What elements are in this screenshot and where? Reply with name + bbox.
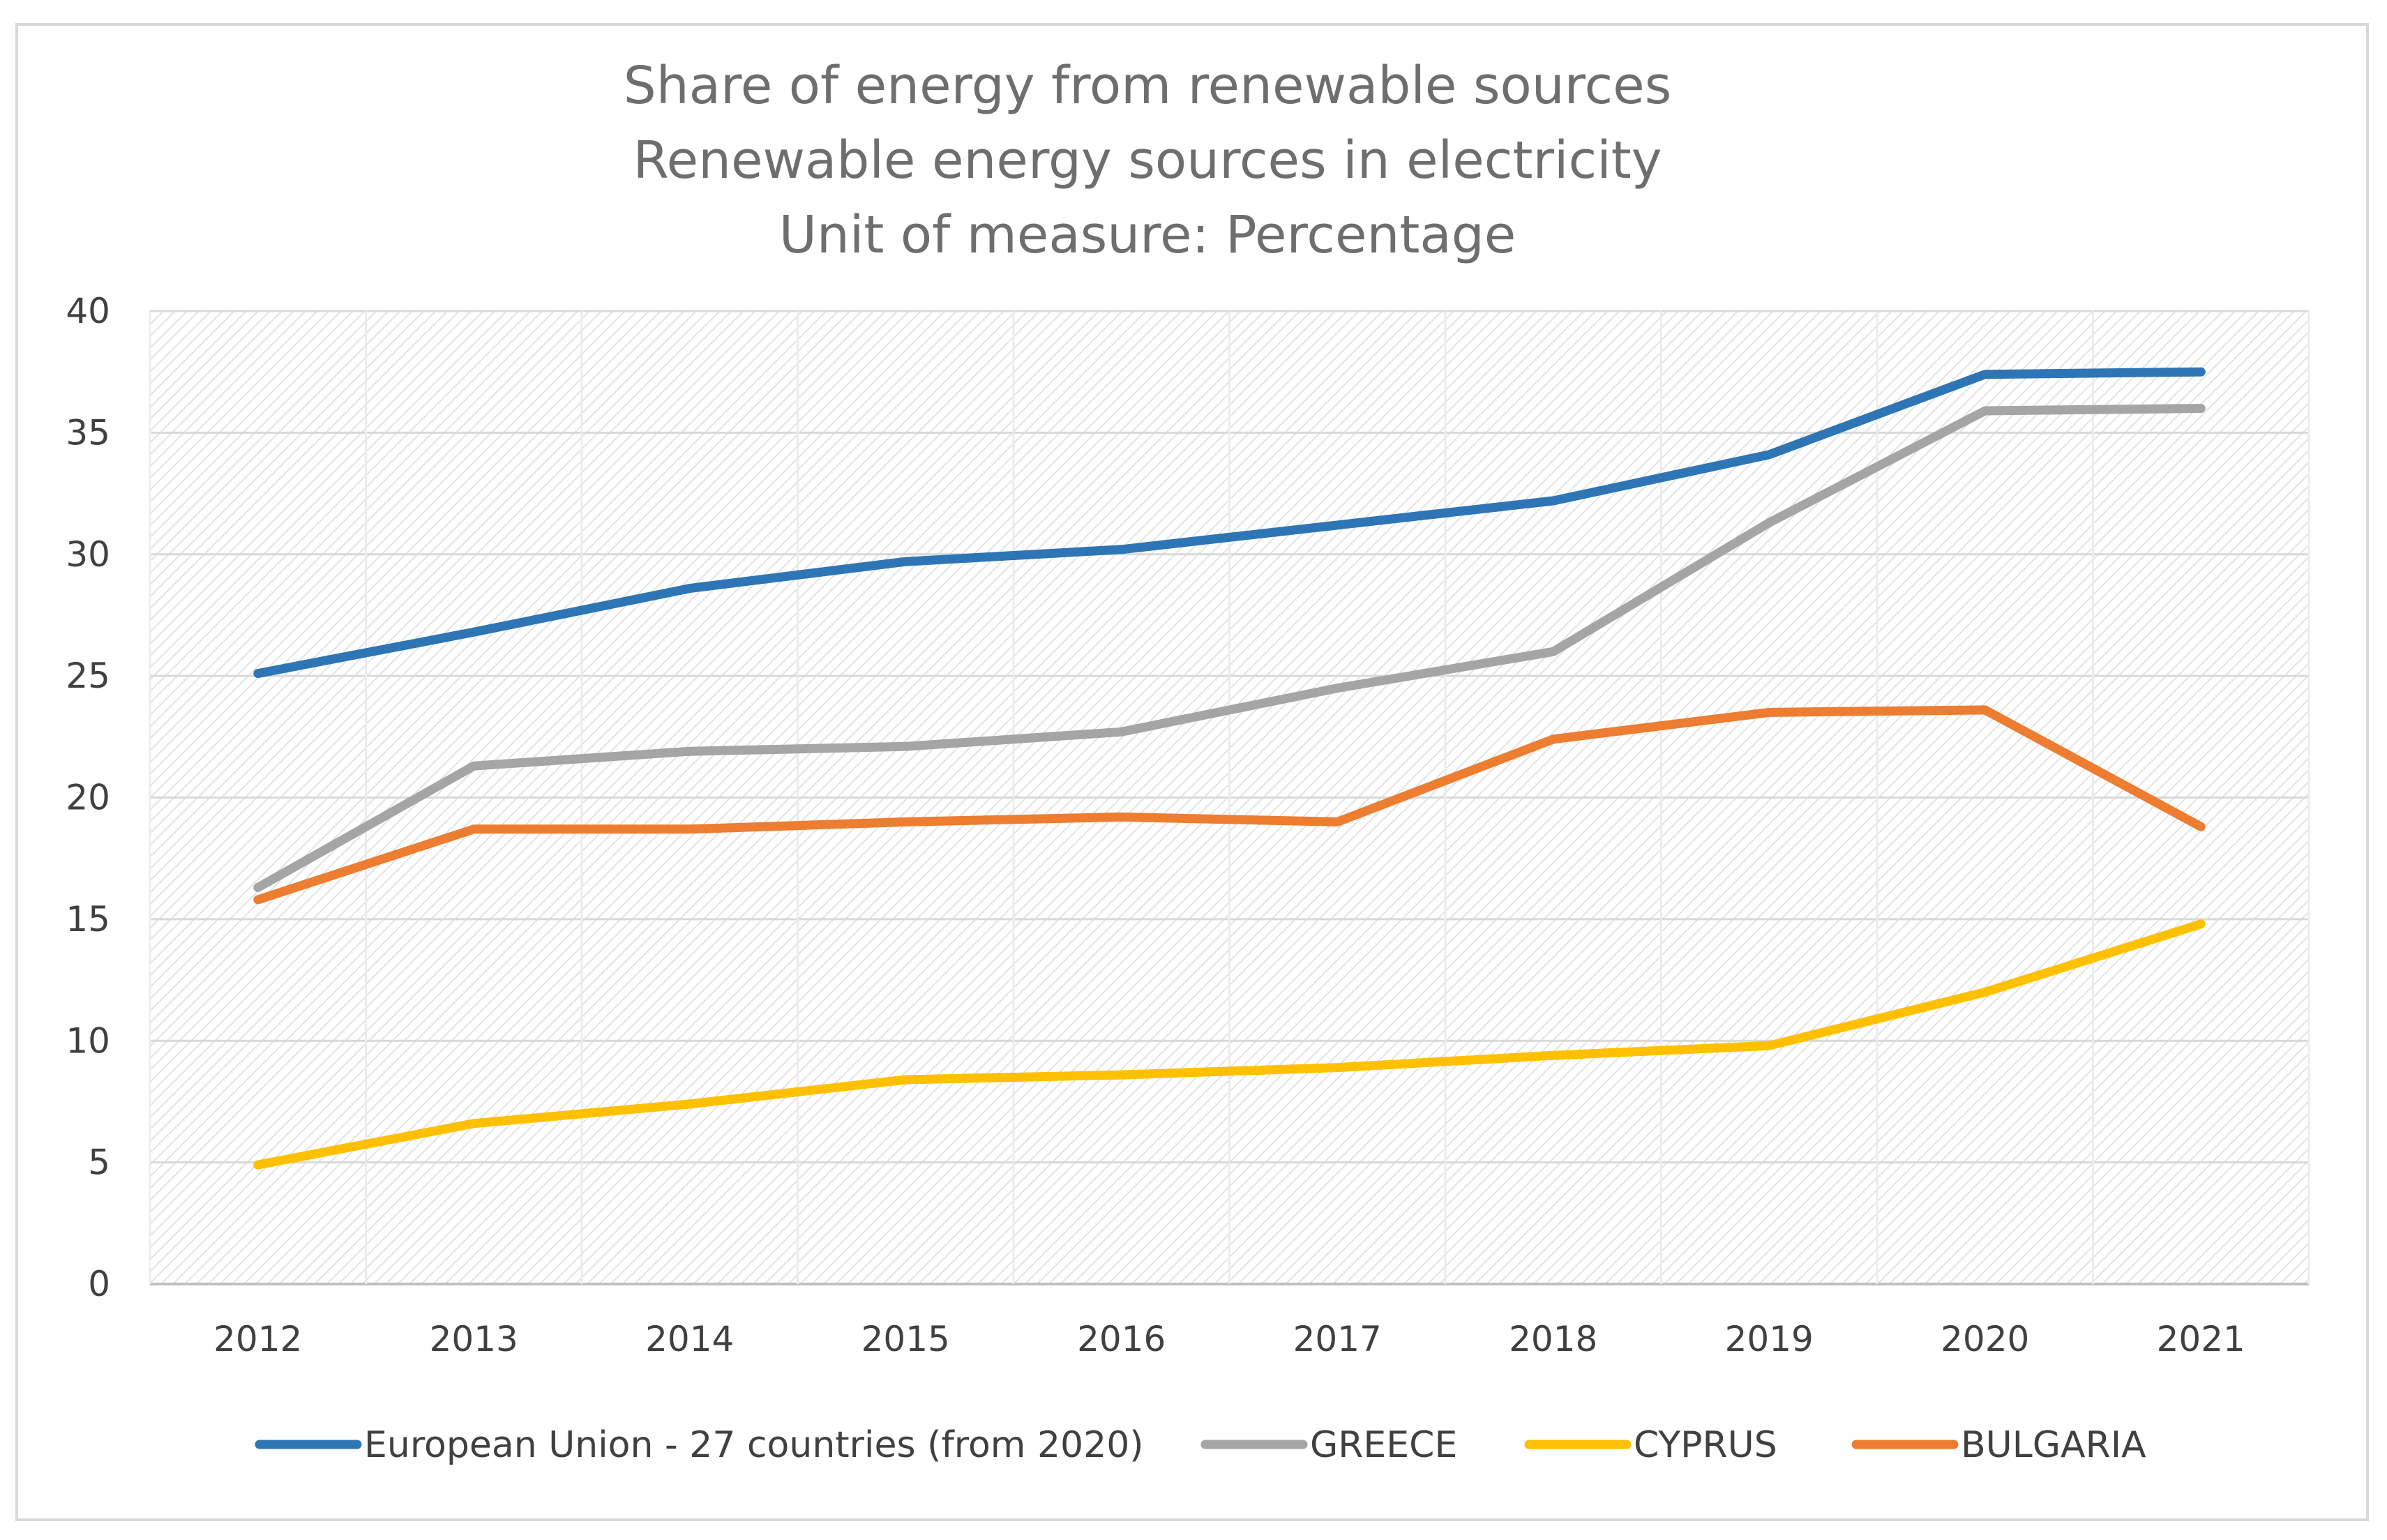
chart-title: Share of energy from renewable sources R… <box>624 56 1672 265</box>
x-tick-label: 2015 <box>861 1319 950 1359</box>
series-lines <box>253 367 2206 1170</box>
gridlines <box>149 310 2310 1285</box>
x-tick-label: 2017 <box>1293 1319 1382 1359</box>
x-tick-label: 2014 <box>645 1319 734 1359</box>
series-line-greece <box>253 404 2206 892</box>
y-tick-label: 25 <box>66 656 110 696</box>
y-tick-label: 5 <box>88 1142 110 1183</box>
y-tick-label: 35 <box>66 412 110 453</box>
x-axis-ticks: 2012 2013 2014 2015 2016 2017 2018 2019 2020 2021 <box>213 1319 2245 1359</box>
legend-label: CYPRUS <box>1634 1424 1777 1466</box>
x-tick-label: 2013 <box>430 1319 518 1359</box>
y-tick-label: 10 <box>66 1020 110 1061</box>
x-tick-label: 2012 <box>213 1319 302 1359</box>
y-tick-label: 15 <box>66 899 110 939</box>
chart-title-line-1: Share of energy from renewable sources <box>624 56 1672 116</box>
x-tick-label: 2019 <box>1725 1319 1814 1359</box>
legend-label: BULGARIA <box>1961 1424 2146 1466</box>
series-line-european-union-27-countries-from-2020 <box>253 367 2206 679</box>
x-tick-label: 2016 <box>1077 1319 1166 1359</box>
series-line-bulgaria <box>253 705 2206 905</box>
y-tick-label: 40 <box>66 291 110 331</box>
chart-title-line-2: Renewable energy sources in electricity <box>633 130 1662 190</box>
legend-label: GREECE <box>1310 1424 1457 1466</box>
x-tick-label: 2020 <box>1941 1319 2029 1359</box>
y-tick-label: 20 <box>66 778 110 818</box>
chart-title-line-3: Unit of measure: Percentage <box>779 205 1516 265</box>
legend-label: European Union - 27 countries (from 2020… <box>364 1424 1144 1466</box>
x-tick-label: 2021 <box>2157 1319 2245 1359</box>
y-axis-ticks: 0 5 10 15 20 25 30 35 40 <box>66 291 110 1304</box>
x-tick-label: 2018 <box>1509 1319 1597 1359</box>
y-tick-label: 30 <box>66 534 110 575</box>
legend: European Union - 27 countries (from 2020… <box>255 1424 2146 1466</box>
y-tick-label: 0 <box>88 1264 110 1304</box>
series-line-cyprus <box>253 919 2206 1170</box>
